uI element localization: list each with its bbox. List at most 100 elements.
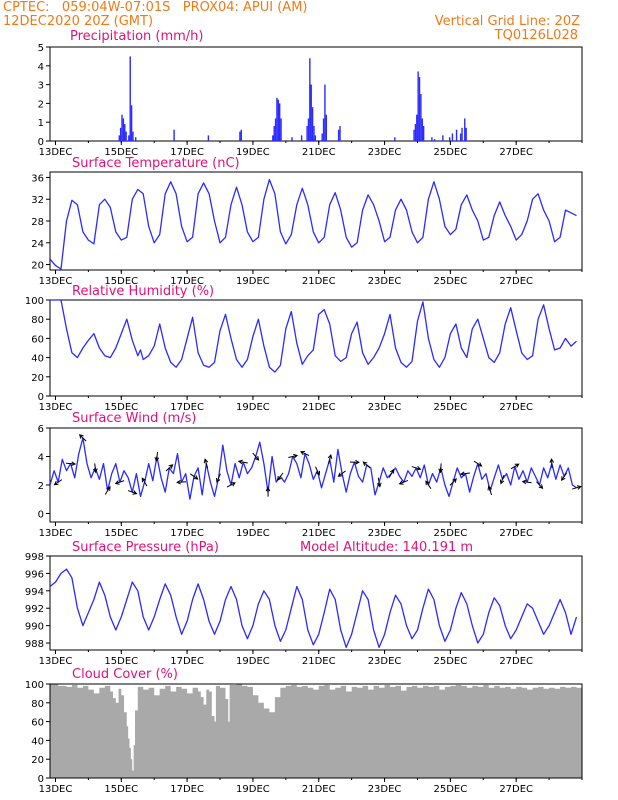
- x-tick-label: 21DEC: [302, 147, 336, 158]
- wind-arrow-head: [106, 485, 111, 491]
- wind-arrow-head: [53, 480, 59, 486]
- wind-arrow: [127, 490, 137, 495]
- precip-bar: [132, 131, 134, 141]
- precip-bar: [274, 118, 277, 141]
- wind-arrow: [238, 460, 248, 464]
- x-tick-label: 23DEC: [368, 402, 402, 413]
- y-tick-label: 1: [38, 118, 44, 129]
- wind-arrow-head: [168, 464, 174, 469]
- wind-arrow-head: [93, 468, 98, 474]
- wind-arrow-head: [237, 459, 243, 465]
- wind-arrow: [277, 472, 284, 481]
- panel-title: Cloud Cover (%): [72, 667, 178, 682]
- y-tick-label: 0: [38, 137, 44, 148]
- x-tick-label: 15DEC: [104, 784, 138, 795]
- y-tick-label: 24: [31, 239, 44, 250]
- x-tick-label: 19DEC: [236, 656, 270, 667]
- precip-bar: [306, 125, 308, 141]
- x-tick-label: 19DEC: [236, 147, 270, 158]
- precip-bar: [455, 129, 458, 141]
- series-line: [50, 300, 577, 373]
- x-tick-label: 17DEC: [170, 276, 204, 287]
- precip-bar: [135, 137, 137, 141]
- wind-arrow-head: [499, 479, 505, 485]
- x-tick-label: 25DEC: [434, 784, 468, 795]
- wind-arrow: [177, 481, 187, 483]
- wind-arrow: [488, 486, 493, 496]
- wind-arrow: [522, 480, 532, 484]
- wind-arrow-head: [487, 485, 492, 491]
- y-tick-label: 80: [31, 699, 44, 710]
- x-tick-label: 21DEC: [302, 402, 336, 413]
- y-tick-label: 2: [38, 481, 44, 492]
- x-tick-label: 23DEC: [368, 276, 402, 287]
- wind-arrow-head: [315, 470, 321, 476]
- precip-bar: [310, 84, 312, 141]
- precip-bar: [121, 114, 123, 141]
- precip-bar: [325, 114, 327, 141]
- wind-arrow-head: [216, 477, 221, 483]
- wind-arrow: [510, 463, 519, 470]
- y-tick-label: 20: [31, 755, 44, 766]
- x-tick-label: 17DEC: [170, 528, 204, 539]
- wind-arrow: [551, 459, 553, 469]
- precip-bar: [394, 137, 396, 141]
- wind-arrow-head: [376, 482, 382, 488]
- precip-bar: [321, 133, 323, 141]
- wind-arrow: [165, 464, 173, 472]
- precip-bar: [278, 103, 281, 141]
- precip-bar: [273, 125, 275, 141]
- y-tick-label: 2: [38, 99, 44, 110]
- precip-bar: [420, 94, 422, 141]
- precip-bar: [339, 125, 341, 141]
- wind-arrow-head: [193, 475, 199, 480]
- wind-arrow: [473, 460, 482, 467]
- wind-arrow: [439, 463, 442, 473]
- x-tick-label: 15DEC: [104, 276, 138, 287]
- precip-bar: [465, 127, 467, 141]
- wind-arrow-head: [141, 477, 146, 483]
- wind-arrow: [363, 461, 371, 469]
- panel-frame-front: [49, 683, 583, 779]
- x-tick-label: 27DEC: [499, 784, 533, 795]
- x-tick-label: 27DEC: [499, 656, 533, 667]
- wind-arrow-head: [514, 463, 520, 468]
- x-tick-label: 17DEC: [170, 147, 204, 158]
- series-line: [50, 568, 578, 649]
- y-tick-label: 100: [25, 680, 44, 691]
- precip-bar: [272, 135, 274, 141]
- y-tick-label: 0: [38, 509, 44, 520]
- wind-arrow-head: [300, 450, 306, 456]
- wind-arrow: [79, 434, 87, 442]
- x-tick-label: 13DEC: [39, 528, 73, 539]
- precip-bar: [173, 129, 175, 141]
- precip-bar: [128, 135, 130, 141]
- wind-arrow: [561, 472, 568, 481]
- precip-bar: [130, 105, 133, 141]
- y-tick-label: 0: [38, 392, 44, 403]
- wind-arrow-head: [276, 475, 282, 481]
- wind-arrow: [338, 470, 346, 477]
- precip-bar: [314, 135, 317, 141]
- x-tick-label: 23DEC: [368, 784, 402, 795]
- precip-bar: [207, 135, 210, 141]
- precip-bar: [418, 77, 421, 141]
- precip-bar: [461, 127, 463, 141]
- precip-bar: [280, 118, 282, 141]
- wind-arrow: [300, 451, 310, 457]
- x-tick-label: 15DEC: [104, 402, 138, 413]
- wind-arrow-head: [477, 462, 483, 467]
- precip-bar: [421, 118, 423, 141]
- wind-arrow: [141, 478, 148, 487]
- x-tick-label: 19DEC: [236, 276, 270, 287]
- y-tick-label: 0: [38, 774, 44, 785]
- wind-arrow-head: [78, 434, 84, 439]
- precip-bar: [300, 135, 303, 141]
- wind-arrow-head: [327, 453, 333, 459]
- precip-bar: [313, 125, 315, 141]
- x-tick-label: 13DEC: [39, 276, 73, 287]
- x-tick-label: 19DEC: [236, 528, 270, 539]
- wind-arrow-head: [425, 480, 430, 486]
- wind-arrow-head: [254, 455, 260, 461]
- y-tick-label: 998: [25, 552, 44, 563]
